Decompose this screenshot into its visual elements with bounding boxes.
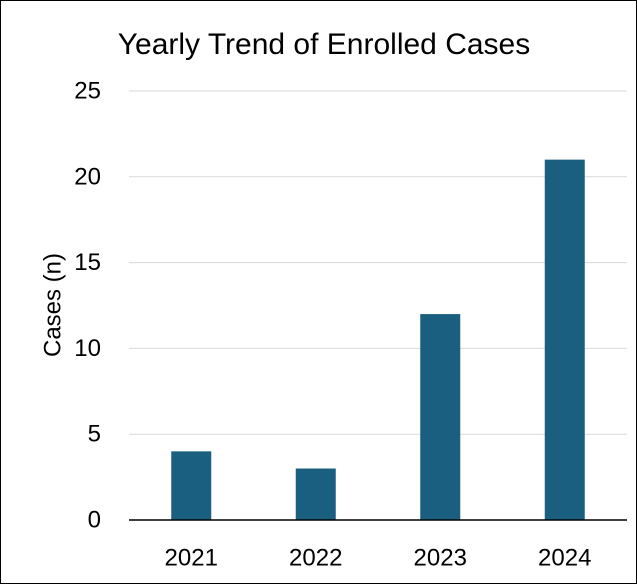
bar-2021 [171, 451, 212, 520]
chart-title: Yearly Trend of Enrolled Cases [118, 28, 530, 61]
x-tick-labels: 2021 2022 2023 2024 [165, 544, 592, 571]
x-tick-label: 2023 [414, 544, 467, 571]
y-tick-label: 15 [74, 249, 101, 276]
y-tick-label: 5 [88, 421, 101, 448]
gridlines [129, 90, 627, 435]
y-tick-labels: 0 5 10 15 20 25 [74, 78, 101, 534]
bars [171, 159, 585, 520]
y-axis-title: Cases (n) [39, 253, 66, 357]
bar-2023 [420, 314, 461, 520]
y-tick-label: 10 [74, 335, 101, 362]
bar-2022 [295, 468, 336, 520]
x-tick-label: 2021 [165, 544, 218, 571]
bar-2024 [544, 159, 585, 520]
x-tick-label: 2024 [538, 544, 591, 571]
y-tick-label: 25 [74, 78, 101, 105]
y-tick-label: 0 [88, 507, 101, 534]
y-tick-label: 20 [74, 163, 101, 190]
x-tick-label: 2022 [289, 544, 342, 571]
